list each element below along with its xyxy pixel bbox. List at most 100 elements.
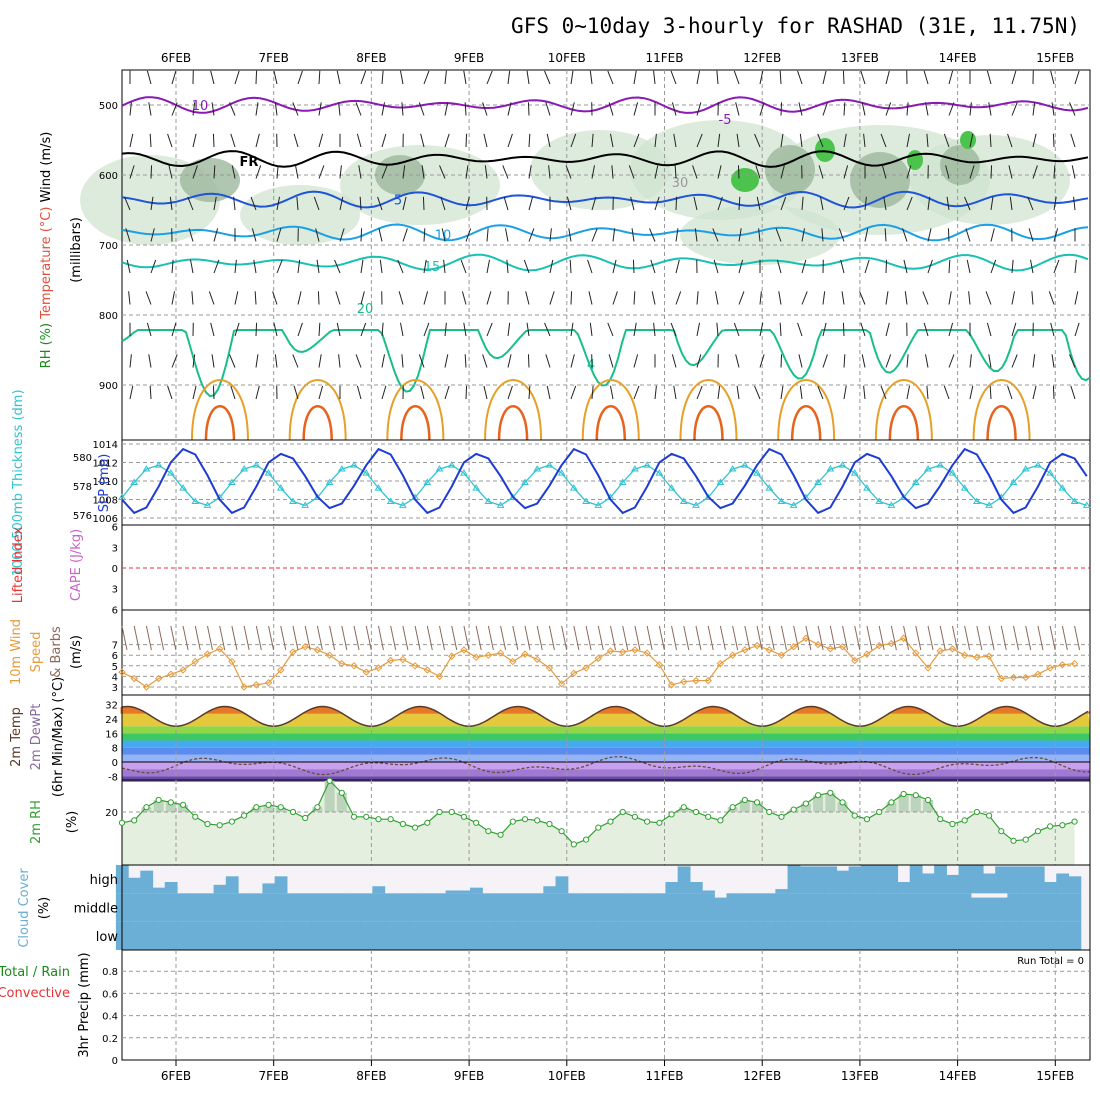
wind-barb — [234, 322, 240, 337]
wind-barb — [150, 165, 153, 179]
wind-barb — [948, 322, 954, 337]
thickness-marker — [753, 469, 761, 476]
cloud-low-bar — [579, 921, 593, 950]
wind-barb — [440, 196, 446, 211]
temperature-color-band — [122, 726, 1090, 734]
li-tick-label: 6 — [112, 523, 118, 534]
wind-barb — [146, 322, 152, 337]
wind-barb-10m — [524, 625, 531, 651]
wind-barb — [630, 196, 635, 211]
thickness-marker — [557, 469, 566, 476]
wind-barb — [1050, 70, 1055, 85]
wind-barb — [653, 322, 656, 337]
rh-marker — [338, 789, 345, 796]
cloud-low-bar — [445, 921, 459, 950]
wind-barb — [843, 102, 846, 116]
wind-barb — [171, 259, 174, 274]
top-date-label: 11FEB — [646, 51, 684, 65]
bottom-date-label: 14FEB — [939, 1069, 977, 1083]
precip-total-rain-label: Total / Rain — [0, 965, 70, 980]
rh-ylabel-2: (%) — [65, 811, 80, 834]
thickness-marker — [545, 461, 554, 468]
wind-barb — [633, 291, 636, 305]
wind-barb-10m — [671, 625, 678, 651]
rh-high-area — [960, 131, 976, 149]
rh-marker — [387, 816, 394, 823]
cape-ylabel: CAPE (J/kg) — [69, 529, 84, 601]
wind-barb — [129, 385, 134, 400]
thickness-marker — [252, 461, 261, 468]
cloud-middle-bar — [909, 893, 923, 922]
thickness-marker — [850, 469, 859, 476]
cloud-middle-bar — [128, 893, 141, 922]
wind-barb — [548, 165, 551, 179]
wind-barb — [612, 259, 617, 274]
cloud-middle-bar — [213, 893, 227, 922]
wind-speed-marker — [289, 648, 297, 656]
wind-barb — [378, 228, 383, 242]
cloud-low-bar — [1056, 921, 1070, 950]
wind-barb — [381, 133, 387, 148]
thickness-marker — [667, 484, 676, 491]
pressure-ylabel-part: (millibars) — [69, 217, 84, 283]
cloud-low-bar — [299, 921, 312, 950]
wind-barb — [507, 133, 513, 148]
wind-barb — [591, 196, 597, 211]
wind-barb — [525, 291, 530, 305]
rh-marker — [619, 808, 626, 816]
cloud-middle-bar — [311, 893, 325, 922]
wind-speed-marker — [1070, 659, 1079, 668]
wind-barb — [696, 322, 700, 337]
wind-barb — [966, 259, 971, 274]
cloud-high-bar — [470, 887, 483, 894]
wind-barb — [317, 291, 320, 305]
wind-barb — [316, 259, 320, 274]
cloud-middle-bar — [164, 893, 178, 922]
wind-barb — [864, 228, 869, 242]
wind-barb — [379, 259, 383, 274]
thickness-marker — [166, 469, 175, 476]
wind-barb — [335, 291, 341, 305]
wind-barb — [444, 133, 450, 148]
cloud-low-bar — [567, 921, 581, 950]
wind-barb — [381, 70, 384, 85]
wind-barb — [628, 165, 635, 179]
wind-barb — [759, 354, 765, 368]
wind-speed-marker — [533, 655, 541, 664]
wind-barb — [1008, 165, 1013, 179]
wind-barb-10m — [463, 625, 470, 651]
wind-barb — [969, 165, 975, 179]
hot-contour-lobe — [302, 405, 333, 441]
thickness-marker — [692, 501, 700, 508]
wind-barb-10m — [768, 625, 775, 651]
wind-barb — [464, 102, 467, 116]
wind-barb-10m — [805, 625, 812, 651]
wind-barb — [653, 70, 656, 85]
wind-barb — [230, 133, 236, 148]
wind-barb — [780, 385, 784, 400]
wind-barb-10m — [487, 625, 494, 651]
wind-barb — [401, 102, 404, 116]
wind-barb — [188, 228, 194, 242]
wind-barb — [885, 291, 889, 305]
wind-speed-marker — [667, 681, 676, 689]
wind-barb — [904, 291, 908, 305]
thickness-marker — [228, 478, 236, 485]
cloud-middle-bar — [824, 893, 838, 922]
wind-barb — [885, 322, 890, 337]
rh-marker — [521, 816, 529, 823]
wind-barb — [546, 133, 551, 148]
cloud-low-bar — [384, 921, 398, 950]
rh-marker — [839, 799, 846, 806]
cloud-middle-bar — [470, 893, 483, 922]
wind-speed-marker — [386, 656, 395, 665]
li-tick-label: 6 — [112, 605, 118, 616]
wind-speed-marker — [179, 666, 187, 674]
wind-barb — [545, 354, 551, 368]
wind-speed-marker — [557, 680, 566, 688]
rh-marker — [1047, 823, 1054, 830]
wind-barb — [295, 165, 299, 179]
rh-marker — [192, 813, 199, 820]
wind-barb — [716, 70, 719, 85]
wind-barb — [213, 259, 220, 274]
